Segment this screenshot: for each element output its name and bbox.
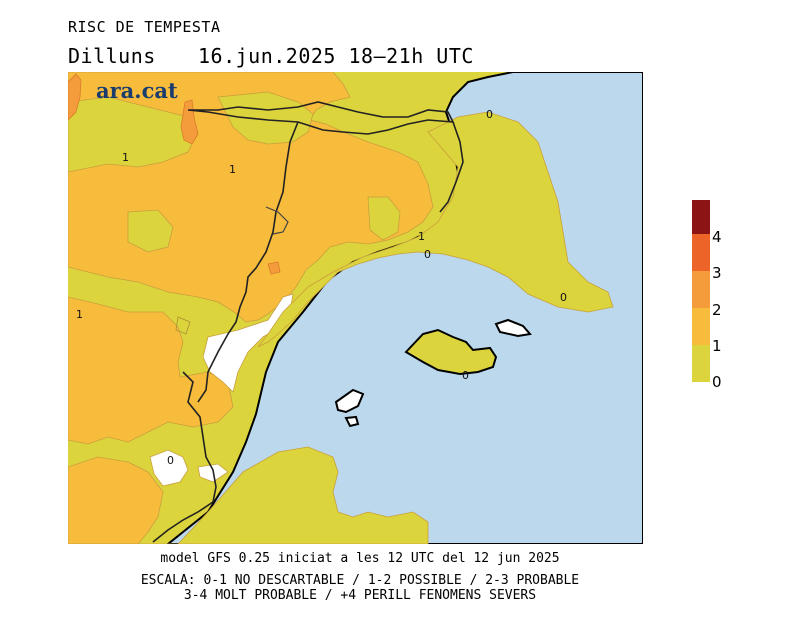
border-line-catalonia	[197, 121, 299, 403]
storm-risk-map: 0 1 1 1 1 0 0 0 0 ara.cat	[68, 72, 643, 544]
island-menorca	[494, 318, 532, 338]
scale-line-1: ESCALA: 0-1 NO DESCARTABLE / 1-2 POSSIBL…	[140, 573, 580, 588]
risk-area-probable-3	[267, 261, 281, 275]
border-line-interior	[265, 206, 289, 235]
contour-label-east-sea: 0	[560, 291, 567, 304]
contour-label-south-pocket: 0	[167, 454, 174, 467]
legend-tick-4: 4	[712, 228, 722, 246]
map-subtitle: Dilluns 16.jun.2025 18–21h UTC	[68, 44, 473, 68]
contour-label-mallorca: 0	[462, 369, 469, 382]
risk-area-low-pocket-2	[217, 91, 314, 145]
contour-label-inland-2: 1	[229, 163, 236, 176]
contour-label-coast: 1	[418, 230, 425, 243]
contour-line-a	[175, 316, 191, 335]
island-mallorca	[404, 328, 498, 376]
legend-tick-3: 3	[712, 264, 722, 282]
risk-area-none-2	[149, 449, 189, 487]
legend-tick-1: 1	[712, 337, 722, 355]
sea-risk-area-south	[68, 446, 429, 544]
risk-area-none-1	[202, 293, 294, 393]
day-label: Dilluns	[68, 44, 156, 68]
risk-area-possible-south	[68, 456, 164, 544]
risk-area-probable-2	[180, 99, 199, 145]
border-line-aragon	[182, 371, 217, 503]
legend-swatch-2-3	[692, 271, 710, 308]
ara-logo: ara.cat	[96, 78, 178, 103]
contour-label-gulf: 0	[424, 248, 431, 261]
border-line-north	[187, 101, 455, 135]
contour-label-sea-north: 0	[486, 108, 493, 121]
legend-swatch-1-2	[692, 308, 710, 345]
legend-swatch-3-4	[692, 234, 710, 271]
legend-tick-2: 2	[712, 301, 722, 319]
sea-risk-area-low	[257, 111, 614, 348]
border-line-valencia	[152, 501, 214, 543]
contour-label-inland-1: 1	[122, 151, 129, 164]
legend-tick-0: 0	[712, 373, 722, 391]
map-title: RISC DE TEMPESTA	[68, 18, 221, 36]
risk-area-probable-1	[68, 73, 82, 121]
island-formentera	[344, 415, 360, 428]
map-canvas: 0 1 1 1 1 0 0 0 0	[68, 72, 643, 544]
legend-colorbar	[692, 200, 710, 382]
contour-label-west: 1	[76, 308, 83, 321]
legend-swatch-0-1	[692, 345, 710, 382]
scale-line-2: 3-4 MOLT PROBABLE / +4 PERILL FENOMENS S…	[183, 588, 537, 603]
risk-area-low-pocket-3	[127, 209, 174, 253]
model-info: model GFS 0.25 iniciat a les 12 UTC del …	[160, 551, 560, 566]
legend-swatch-4-plus	[692, 200, 710, 234]
risk-area-low-pocket-4	[367, 196, 401, 241]
datetime-label: 16.jun.2025 18–21h UTC	[198, 44, 474, 68]
border-line-france	[439, 121, 464, 213]
risk-area-low-pocket-1	[68, 96, 199, 173]
island-ibiza	[334, 388, 365, 414]
